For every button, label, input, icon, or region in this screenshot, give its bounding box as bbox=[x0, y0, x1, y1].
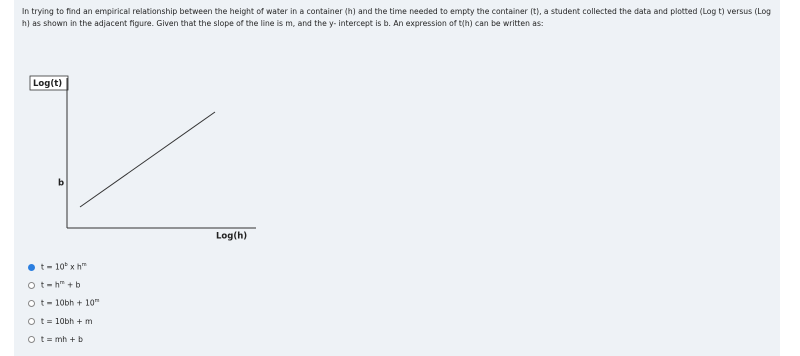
superscript: m bbox=[81, 262, 87, 269]
option[interactable]: t = mh + b bbox=[28, 330, 100, 348]
superscript: b bbox=[64, 262, 68, 269]
line bbox=[79, 111, 216, 208]
option[interactable]: t = hm + b bbox=[28, 276, 100, 294]
option-text: t = mh + b bbox=[41, 334, 83, 344]
x-axis-label: Log(h) bbox=[216, 232, 247, 242]
radio-button[interactable] bbox=[28, 281, 35, 289]
option-label: t = hm + b bbox=[41, 280, 80, 290]
radio-button[interactable] bbox=[28, 317, 35, 325]
intercept-label: b bbox=[58, 179, 64, 189]
option-text: t = 10 bbox=[41, 262, 65, 272]
figure: Log(t) b Log(h) bbox=[29, 75, 256, 242]
superscript: m bbox=[94, 298, 100, 305]
option[interactable]: t = 10bh + m bbox=[28, 312, 100, 330]
radio-button[interactable] bbox=[28, 335, 35, 343]
option-label: t = 10bh + 10m bbox=[41, 298, 100, 308]
question-text: In trying to find an empirical relations… bbox=[22, 7, 771, 28]
option-label: t = mh + b bbox=[41, 335, 83, 344]
option-label: t = 10bh + m bbox=[41, 317, 92, 326]
y-label-box bbox=[29, 75, 69, 91]
y-axis-label: Log(t) bbox=[33, 79, 62, 89]
option[interactable]: t = 10b x hm bbox=[28, 258, 100, 276]
option-label: t = 10b x hm bbox=[41, 262, 87, 272]
radio-button[interactable] bbox=[28, 299, 35, 307]
superscript: m bbox=[59, 280, 65, 287]
option-text: t = h bbox=[41, 280, 60, 290]
option[interactable]: t = 10bh + 10m bbox=[28, 294, 100, 312]
option-text: x h bbox=[67, 262, 82, 272]
option-text: t = 10bh + m bbox=[41, 316, 93, 326]
radio-button[interactable] bbox=[28, 263, 35, 271]
question-panel: In trying to find an empirical relations… bbox=[14, 0, 780, 356]
option-text: t = 10bh + 10 bbox=[41, 298, 95, 308]
option-text: + b bbox=[64, 280, 81, 290]
